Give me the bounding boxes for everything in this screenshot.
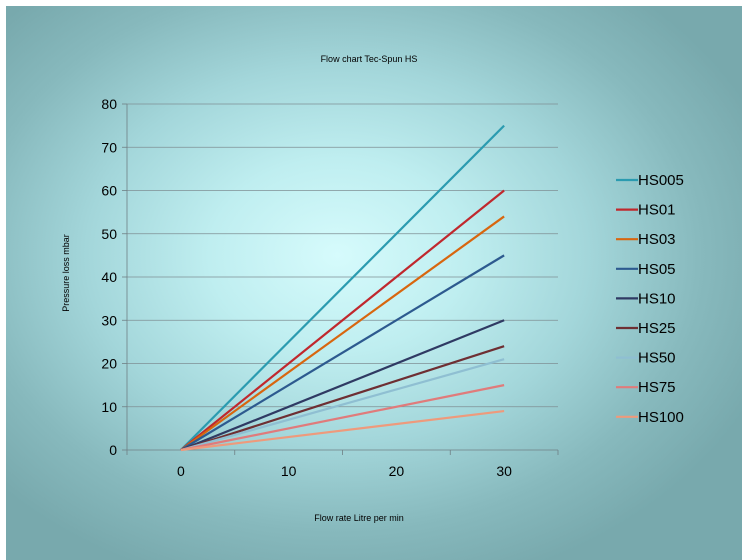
series-line-hs05 (180, 254, 505, 451)
series-line-hs50 (180, 358, 505, 452)
line-chart: Flow chart Tec-Spun HS Flow rate Litre p… (61, 54, 684, 523)
y-tick-label-70: 70 (101, 139, 117, 155)
y-axis-label: Pressure loss mbar (61, 234, 71, 312)
legend-label-hs10: HS10 (638, 290, 676, 307)
legend-label-hs25: HS25 (638, 320, 676, 337)
y-tick-label-40: 40 (101, 269, 117, 285)
series-line-hs75 (180, 384, 505, 452)
y-tick-label-80: 80 (101, 96, 117, 112)
series-line-hs03 (180, 215, 505, 451)
legend-label-hs100: HS100 (638, 409, 684, 426)
x-axis-label: Flow rate Litre per min (314, 513, 404, 523)
x-tick-label-20: 20 (389, 463, 405, 479)
y-tick-label-10: 10 (101, 399, 117, 415)
y-tick-label-0: 0 (109, 442, 117, 458)
legend-label-hs75: HS75 (638, 379, 676, 396)
series-line-hs25 (180, 345, 505, 452)
legend-label-hs05: HS05 (638, 261, 676, 278)
series-line-hs01 (180, 189, 505, 451)
y-tick-label-50: 50 (101, 226, 117, 242)
legend-label-hs01: HS01 (638, 202, 676, 219)
series-line-hs10 (180, 319, 505, 452)
y-tick-label-30: 30 (101, 312, 117, 328)
legend: HS005 HS01 HS03 HS05 HS10 HS25 HS50 HS75 HS100 (616, 172, 684, 426)
legend-label-hs005: HS005 (638, 172, 684, 189)
chart-title: Flow chart Tec-Spun HS (321, 54, 418, 64)
y-tick-label-60: 60 (101, 183, 117, 199)
series-lines (180, 124, 505, 452)
chart-area: Flow chart Tec-Spun HS Flow rate Litre p… (6, 6, 742, 560)
legend-label-hs03: HS03 (638, 231, 676, 248)
x-tick-label-30: 30 (496, 463, 512, 479)
axes (122, 103, 559, 455)
x-tick-label-0: 0 (177, 463, 185, 479)
tick-labels: 0 10 20 30 40 50 60 70 80 0 10 20 30 (101, 96, 512, 479)
legend-label-hs50: HS50 (638, 350, 676, 367)
y-tick-label-20: 20 (101, 356, 117, 372)
series-line-hs005 (180, 124, 505, 451)
series-line-hs100 (180, 409, 505, 452)
x-tick-label-10: 10 (281, 463, 297, 479)
